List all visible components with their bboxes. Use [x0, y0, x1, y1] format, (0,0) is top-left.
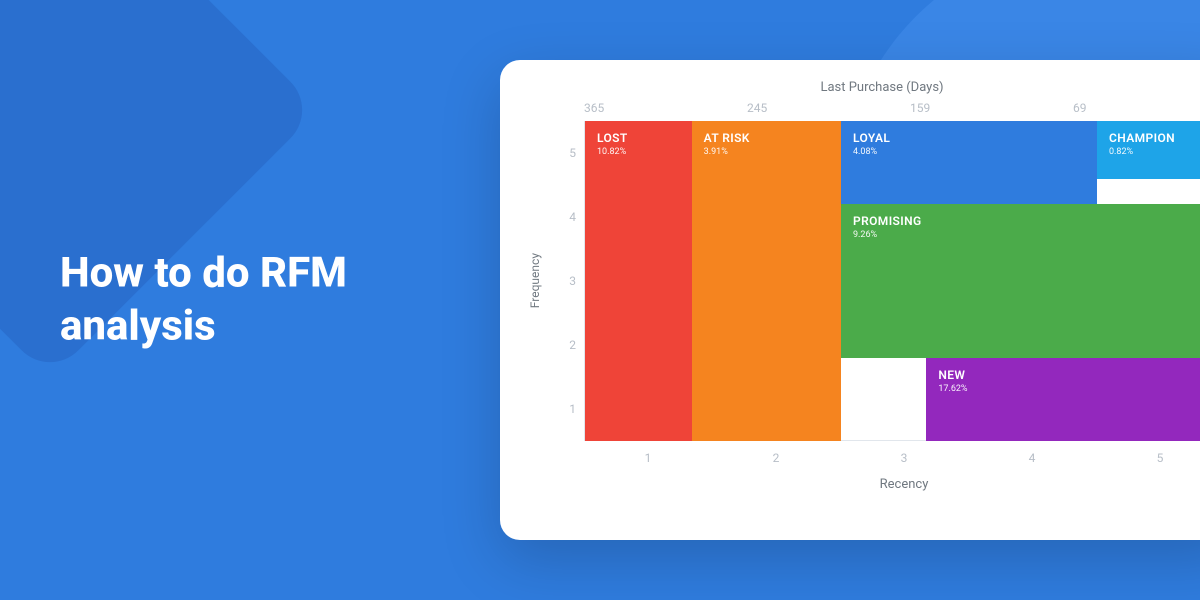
y-tick: 3 — [548, 274, 576, 288]
page-canvas: How to do RFM analysis Last Purchase (Da… — [0, 0, 1200, 600]
segment-lost: LOST 10.82% — [585, 121, 692, 441]
segment-name: CHAMPION — [1109, 131, 1200, 145]
segment-champion: CHAMPION 0.82% — [1097, 121, 1200, 179]
left-axis-title: Frequency — [528, 253, 542, 308]
top-tick: 365 — [584, 101, 747, 115]
x-tick: 4 — [968, 451, 1096, 465]
segment-promising: PROMISING 9.26% — [841, 204, 1200, 358]
segment-pct: 4.08% — [853, 147, 1085, 157]
bottom-axis-ticks: 1 2 3 4 5 — [584, 451, 1200, 465]
segment-pct: 17.62% — [938, 384, 1200, 394]
rfm-grid: LOST 10.82% AT RISK 3.91% LOYAL 4.08% CHAMPION… — [584, 121, 1200, 441]
segment-name: LOYAL — [853, 131, 1085, 145]
y-tick: 1 — [548, 402, 576, 416]
y-tick: 2 — [548, 338, 576, 352]
top-axis-ticks: 365 245 159 69 — [584, 101, 1200, 115]
y-tick: 5 — [548, 146, 576, 160]
x-tick: 1 — [584, 451, 712, 465]
page-headline: How to do RFM analysis — [60, 248, 420, 353]
x-tick: 3 — [840, 451, 968, 465]
segment-pct: 10.82% — [597, 147, 680, 157]
segment-name: NEW — [938, 368, 1200, 382]
left-axis-ticks: 5 4 3 2 1 — [548, 121, 584, 441]
segment-name: AT RISK — [704, 131, 829, 145]
top-tick: 245 — [747, 101, 910, 115]
top-tick: 69 — [1073, 101, 1200, 115]
segment-name: LOST — [597, 131, 680, 145]
segment-atrisk: AT RISK 3.91% — [692, 121, 841, 441]
segment-loyal: LOYAL 4.08% — [841, 121, 1097, 204]
segment-name: PROMISING — [853, 214, 1200, 228]
rfm-chart-card: Last Purchase (Days) 365 245 159 69 Freq… — [500, 60, 1200, 540]
chart-body: Frequency 5 4 3 2 1 LOST10.82%AT RISK3.9… — [528, 121, 1200, 441]
segment-pct: 3.91% — [704, 147, 829, 157]
segment-new: NEW 17.62% — [926, 358, 1200, 441]
top-axis-title: Last Purchase (Days) — [528, 80, 1200, 95]
y-tick: 4 — [548, 210, 576, 224]
top-tick: 159 — [910, 101, 1073, 115]
x-tick: 2 — [712, 451, 840, 465]
segment-pct: 9.26% — [853, 230, 1200, 240]
bottom-axis-title: Recency — [584, 477, 1200, 492]
segment-pct: 0.82% — [1109, 147, 1200, 157]
left-axis: Frequency 5 4 3 2 1 — [528, 121, 584, 441]
x-tick: 5 — [1096, 451, 1200, 465]
